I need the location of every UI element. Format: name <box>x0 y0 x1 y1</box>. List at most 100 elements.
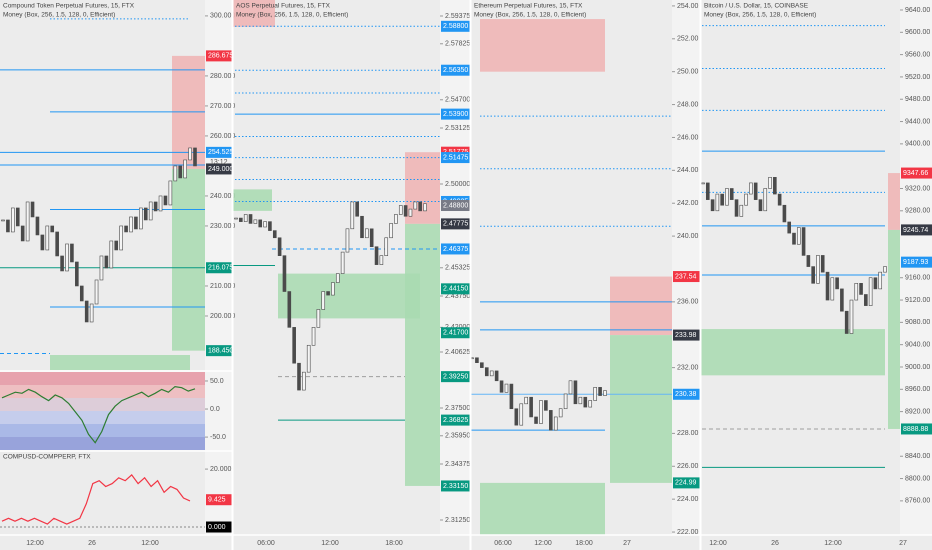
indicator-label: Money (Box, 256, 1.5, 128, 0, Efficient) <box>236 12 348 19</box>
candle <box>360 215 364 239</box>
candle <box>873 277 878 290</box>
candle <box>143 207 148 221</box>
candle <box>365 228 369 239</box>
y-tick-label: 254.00 <box>677 3 699 10</box>
zone-box <box>480 19 605 72</box>
candle <box>514 408 519 426</box>
price-tag <box>673 271 700 283</box>
candle <box>326 291 330 296</box>
y-tick-label: 50.0 <box>210 378 224 385</box>
candle <box>825 271 830 301</box>
price-tag-label: 230.38 <box>675 391 697 398</box>
candle <box>840 288 844 312</box>
x-tick-label: 12:00 <box>141 540 159 547</box>
zone-box <box>888 173 900 230</box>
candle <box>369 228 374 248</box>
candle <box>705 182 710 200</box>
zone-box <box>888 229 900 429</box>
candle <box>193 147 197 167</box>
candle <box>45 225 50 251</box>
y-tick-label: 9440.00 <box>905 118 930 125</box>
y-tick-label: 0.0 <box>210 406 220 413</box>
x-tick-label: 12:00 <box>321 540 339 547</box>
candle <box>864 294 868 306</box>
price-tag-label: 2.36825 <box>443 417 468 424</box>
candle <box>350 201 355 230</box>
price-tag-label: 254.525 <box>208 149 233 156</box>
zone-box <box>480 482 605 535</box>
candle <box>878 271 883 290</box>
y-tick-label: 2.35950 <box>445 433 470 440</box>
candle <box>710 199 715 212</box>
candle <box>248 214 253 224</box>
indicator-label: Money (Box, 256, 1.5, 128, 0, Efficient) <box>704 12 816 19</box>
candle <box>801 227 806 256</box>
y-tick-label: 8800.00 <box>905 475 930 482</box>
candle <box>553 416 558 431</box>
candle <box>715 193 720 212</box>
candle <box>11 207 15 233</box>
y-tick-label: 2.43750 <box>445 293 470 300</box>
price-tag-label: 9187.93 <box>903 259 928 266</box>
y-tick-label: 9600.00 <box>905 29 930 36</box>
candle <box>379 255 384 265</box>
candle <box>796 227 801 245</box>
candle <box>243 214 248 222</box>
candle <box>345 228 350 253</box>
price-tag-label: 233.98 <box>675 332 697 339</box>
price-tag <box>901 167 932 179</box>
x-tick-label: 06:00 <box>494 540 512 547</box>
candle <box>394 214 398 224</box>
candle <box>883 266 887 273</box>
price-tag <box>206 50 232 62</box>
price-tag <box>441 327 470 339</box>
y-tick-label: 8920.00 <box>905 408 930 415</box>
price-tag <box>206 521 232 533</box>
candle <box>292 327 296 364</box>
candle <box>389 223 393 239</box>
candle <box>768 177 772 189</box>
candle <box>509 383 514 410</box>
price-tag-label: 2.47775 <box>443 221 468 228</box>
price-tag-label: 2.51475 <box>443 154 468 161</box>
price-tag <box>441 152 470 164</box>
price-tag-label: 9347.66 <box>903 170 928 177</box>
x-tick-label: 18:00 <box>575 540 593 547</box>
y-tick-label: 9280.00 <box>905 208 930 215</box>
chart-title: Compound Token Perpetual Futures, 15, FT… <box>3 3 135 10</box>
chart-title: AOS Perpetual Futures, 15, FTX <box>236 3 331 10</box>
candle <box>25 201 30 242</box>
y-tick-label: 2.53125 <box>445 125 470 132</box>
y-tick-label: 250.00 <box>677 69 699 76</box>
candle <box>94 279 99 305</box>
candle <box>603 390 607 396</box>
price-tag <box>206 262 232 274</box>
price-tag-label: 2.53900 <box>443 111 468 118</box>
candle <box>258 219 263 228</box>
candle <box>139 207 143 230</box>
candle <box>148 201 153 221</box>
y-tick-label: 9520.00 <box>905 74 930 81</box>
y-tick-label: 9120.00 <box>905 297 930 304</box>
candle <box>563 393 568 410</box>
candle <box>549 410 553 431</box>
price-tag <box>441 243 470 255</box>
y-tick-label: 222.00 <box>677 529 699 536</box>
x-tick-label: 12:00 <box>534 540 552 547</box>
candle <box>297 362 301 391</box>
price-tag-label: 2.39250 <box>443 373 468 380</box>
candle <box>816 255 820 284</box>
y-tick-label: 224.00 <box>677 496 699 503</box>
candle <box>835 277 839 290</box>
candle <box>418 201 422 212</box>
y-tick-label: 2.31250 <box>445 517 470 524</box>
candle <box>287 291 292 328</box>
candle <box>124 225 128 233</box>
y-tick-label: 200.000 <box>210 313 235 320</box>
x-tick-label: 12:00 <box>709 540 727 547</box>
y-tick-label: 9480.00 <box>905 96 930 103</box>
price-tag-label: 216.075 <box>208 265 233 272</box>
price-tag-label: 286.675 <box>208 53 233 60</box>
candle <box>1 219 5 222</box>
y-tick-label: 240.000 <box>210 193 235 200</box>
